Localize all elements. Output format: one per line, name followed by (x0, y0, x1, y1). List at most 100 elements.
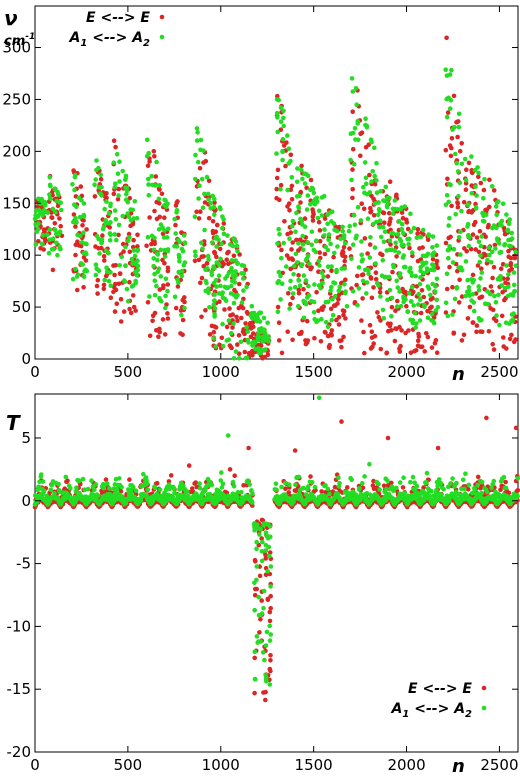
point-e-e (217, 342, 222, 348)
point-a1-a2 (384, 248, 390, 253)
point-a1-a2 (74, 485, 79, 491)
point-a1-a2 (235, 490, 241, 495)
point-e-e (246, 445, 251, 451)
point-e-e (127, 306, 132, 312)
point-a1-a2 (171, 486, 177, 492)
point-a1-a2 (166, 226, 171, 232)
point-a1-a2 (126, 238, 131, 243)
point-a1-a2 (146, 182, 151, 187)
point-a1-a2 (506, 284, 511, 290)
point-a1-a2 (281, 115, 286, 121)
point-a1-a2 (446, 255, 451, 261)
point-e-e (359, 201, 365, 206)
point-e-e (201, 263, 206, 269)
point-e-e (490, 341, 496, 347)
point-a1-a2 (487, 291, 493, 297)
point-a1-a2 (385, 478, 390, 483)
point-a1-a2 (192, 214, 198, 219)
point-a1-a2 (77, 214, 83, 220)
point-a1-a2 (254, 319, 260, 324)
point-e-e (320, 307, 325, 313)
point-e-e (130, 222, 136, 227)
point-a1-a2 (50, 206, 56, 212)
point-a1-a2 (453, 212, 459, 217)
point-a1-a2 (341, 236, 347, 241)
legend-marker (159, 14, 165, 20)
point-a1-a2 (229, 330, 234, 336)
point-a1-a2 (207, 305, 212, 310)
point-a1-a2 (325, 247, 331, 253)
point-e-e (358, 153, 363, 159)
point-a1-a2 (80, 476, 86, 482)
point-a1-a2 (348, 131, 354, 136)
point-e-e (198, 280, 203, 286)
point-a1-a2 (48, 196, 53, 201)
point-e-e (350, 167, 355, 172)
point-a1-a2 (124, 286, 130, 292)
point-e-e (466, 160, 472, 166)
point-e-e (486, 329, 492, 334)
point-e-e (476, 174, 481, 180)
point-a1-a2 (387, 195, 392, 201)
point-e-e (508, 261, 514, 266)
point-a1-a2 (342, 282, 347, 287)
point-a1-a2 (104, 199, 109, 204)
point-a1-a2 (494, 236, 500, 241)
point-a1-a2 (328, 241, 333, 247)
point-e-e (278, 182, 284, 188)
point-a1-a2 (165, 201, 170, 207)
point-a1-a2 (489, 260, 494, 265)
point-e-e (231, 253, 237, 259)
point-a1-a2 (264, 629, 270, 635)
point-a1-a2 (296, 474, 302, 480)
point-a1-a2 (349, 76, 355, 81)
point-a1-a2 (157, 183, 162, 188)
point-a1-a2 (209, 272, 215, 278)
point-e-e (398, 343, 403, 349)
point-e-e (328, 306, 334, 312)
point-e-e (71, 168, 76, 173)
point-a1-a2 (494, 313, 499, 318)
point-a1-a2 (103, 221, 109, 226)
point-e-e (513, 425, 519, 431)
point-a1-a2 (411, 303, 417, 308)
point-a1-a2 (241, 288, 246, 293)
point-a1-a2 (106, 278, 112, 284)
point-e-e (49, 210, 54, 215)
point-a1-a2 (372, 201, 378, 206)
bottom-y-axis-label: T (6, 411, 21, 435)
point-e-e (457, 277, 462, 283)
point-e-e (164, 302, 169, 307)
point-a1-a2 (208, 206, 213, 211)
point-e-e (459, 141, 465, 146)
point-e-e (286, 291, 291, 296)
bottom-x-tick-label: 0 (30, 756, 40, 774)
top-x-tick-label: 500 (114, 363, 143, 381)
point-a1-a2 (193, 253, 198, 259)
point-a1-a2 (476, 284, 482, 289)
point-e-e (206, 178, 212, 184)
point-a1-a2 (239, 489, 244, 495)
point-e-e (424, 331, 429, 336)
point-a1-a2 (376, 283, 381, 288)
point-a1-a2 (172, 216, 177, 222)
point-e-e (491, 347, 497, 352)
point-a1-a2 (315, 215, 321, 221)
point-a1-a2 (455, 169, 461, 174)
point-a1-a2 (316, 208, 322, 214)
point-e-e (80, 223, 85, 228)
point-a1-a2 (145, 487, 151, 493)
point-a1-a2 (503, 485, 509, 491)
point-a1-a2 (413, 273, 419, 279)
point-e-e (267, 609, 273, 615)
point-e-e (282, 219, 287, 224)
point-e-e (276, 338, 282, 343)
point-a1-a2 (452, 296, 458, 302)
point-a1-a2 (281, 108, 286, 114)
point-a1-a2 (214, 260, 219, 265)
point-a1-a2 (305, 253, 311, 259)
point-a1-a2 (39, 472, 44, 477)
point-a1-a2 (158, 222, 164, 227)
point-a1-a2 (424, 470, 430, 476)
